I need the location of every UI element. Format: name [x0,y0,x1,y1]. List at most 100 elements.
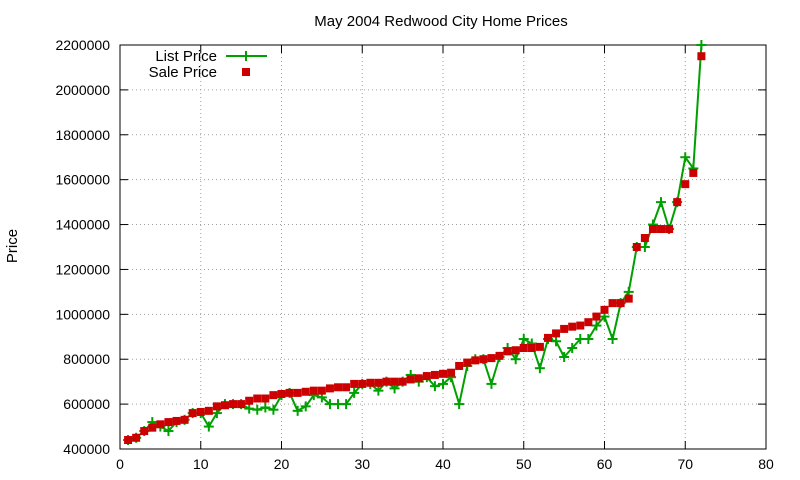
y-tick-label: 600000 [63,396,110,412]
data-point-sale-price [576,321,585,330]
data-point-sale-price [374,378,383,387]
data-point-list-price [244,403,255,414]
y-tick-label: 1800000 [55,127,110,143]
data-point-sale-price [358,379,367,388]
data-point-sale-price [253,394,262,403]
x-tick-label: 30 [354,456,370,472]
data-point-sale-price [552,329,561,338]
data-point-sale-price [390,377,399,386]
data-point-list-price [163,426,174,437]
data-point-sale-price [584,318,593,327]
data-point-list-price [607,334,618,345]
y-tick-label: 1600000 [55,172,110,188]
data-point-sale-price [172,416,181,425]
data-point-list-price [510,354,521,365]
data-point-list-price [534,363,545,374]
data-point-sale-price [229,400,238,409]
data-point-sale-price [414,374,423,383]
data-point-sale-price [180,415,189,424]
chart-title: May 2004 Redwood City Home Prices [314,13,567,30]
x-tick-label: 0 [116,456,124,472]
y-tick-label: 400000 [63,441,110,457]
data-point-sale-price [616,299,625,308]
data-point-list-price [656,197,667,208]
axis-ticks: 400000 600000 800000 1000000 1200000 1400000 1… [55,37,774,472]
data-point-sale-price [269,391,278,400]
data-point-sale-price [132,433,141,442]
data-point-list-price [373,385,384,396]
data-point-list-price [559,351,570,362]
data-point-sale-price [503,347,512,356]
data-point-sale-price [285,388,294,397]
data-point-sale-price [697,52,706,61]
x-tick-label: 40 [435,456,451,472]
data-point-sale-price [511,346,520,355]
data-point-sale-price [648,225,657,234]
data-point-sale-price [309,386,318,395]
data-point-sale-price [471,356,480,365]
data-point-sale-price [277,390,286,399]
x-tick-label: 60 [597,456,613,472]
data-point-list-price [268,404,279,415]
plot-area-frame [119,44,767,450]
data-point-sale-price [342,383,351,392]
x-tick-label: 20 [274,456,290,472]
y-tick-label: 1000000 [55,306,110,322]
y-tick-label: 800000 [63,351,110,367]
legend: List Price Sale Price [149,48,267,81]
data-point-list-price [567,343,578,353]
data-point-sale-price [398,377,407,386]
data-point-sale-price [447,368,456,377]
data-point-sale-price [535,342,544,351]
data-point-sale-price [463,358,472,367]
data-point-sale-price [325,384,334,393]
data-point-sale-price [665,225,674,234]
data-point-sale-price [422,372,431,381]
data-point-sale-price [220,401,229,410]
data-point-sale-price [406,375,415,384]
data-point-sale-price [560,324,569,333]
x-tick-label: 70 [677,456,693,472]
data-point-sale-price [430,370,439,379]
data-point-list-price [551,336,562,347]
data-point-list-price [438,378,448,389]
data-point-sale-price [632,243,641,251]
data-point-list-price [300,401,311,412]
data-point-list-price [680,152,691,163]
data-point-sale-price [204,406,213,415]
data-point-list-price [591,320,602,331]
data-point-sale-price [657,225,666,234]
y-tick-label: 2200000 [55,37,110,53]
data-point-sale-price [543,333,552,342]
data-point-list-price [429,381,440,392]
data-point-sale-price [334,383,343,392]
series-list-price [123,40,707,446]
x-tick-label: 50 [516,456,532,472]
x-tick-label: 80 [758,456,774,472]
legend-label-list-price: List Price [155,48,217,65]
data-point-sale-price [600,305,609,314]
data-point-sale-price [495,351,504,360]
data-point-list-price [341,399,352,410]
data-point-list-price [203,421,214,432]
legend-swatch-list-price-marker [241,51,251,61]
y-tick-label: 1200000 [55,261,110,277]
data-point-sale-price [140,427,149,436]
data-point-sale-price [568,322,577,331]
data-point-sale-price [212,402,221,411]
data-point-sale-price [608,299,617,308]
data-point-sale-price [382,377,391,386]
data-point-sale-price [148,423,157,432]
data-point-list-price [349,387,360,398]
data-point-list-price [583,334,594,345]
data-point-list-price [518,334,529,345]
data-point-list-price [696,40,707,50]
data-point-sale-price [350,379,359,388]
data-point-sale-price [196,407,205,416]
legend-label-sale-price: Sale Price [149,64,217,81]
y-axis-label: Price [4,229,21,263]
data-point-sale-price [624,294,633,303]
data-point-sale-price [527,344,536,352]
series-layer [123,40,707,446]
y-tick-label: 2000000 [55,82,110,98]
